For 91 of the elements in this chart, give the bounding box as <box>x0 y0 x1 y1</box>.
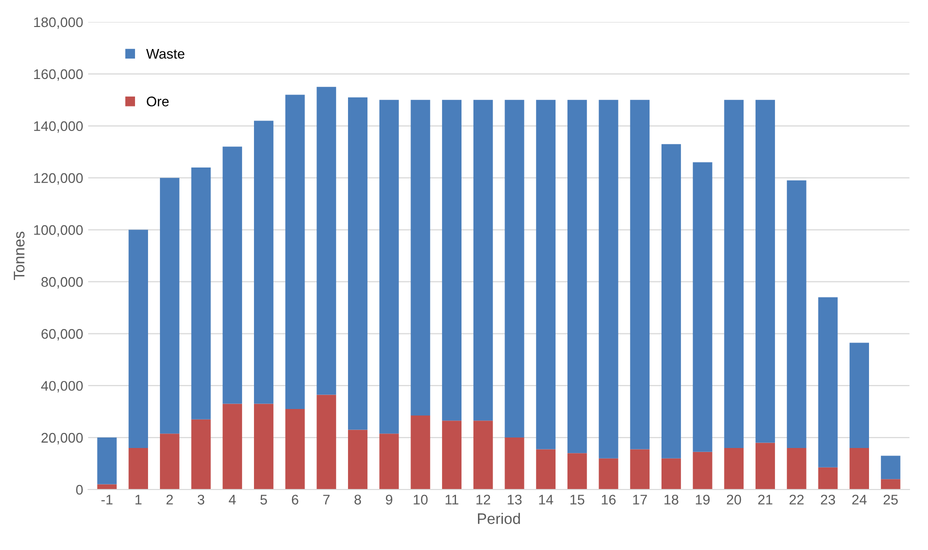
x-tick-label: 6 <box>292 494 298 505</box>
x-tick-label: 25 <box>884 494 898 505</box>
bar <box>160 434 180 490</box>
bar <box>818 297 838 468</box>
y-tick-label: 100,000 <box>34 225 83 237</box>
x-tick-label: 3 <box>198 494 204 505</box>
x-tick-label: 11 <box>446 494 458 504</box>
bar <box>818 467 838 490</box>
bar <box>442 100 462 421</box>
bar <box>379 434 399 490</box>
bar <box>410 415 430 490</box>
bar <box>410 100 430 416</box>
bar <box>379 100 399 434</box>
bar <box>567 453 587 490</box>
y-tick-label: 180,000 <box>34 17 83 29</box>
x-tick-label: 4 <box>228 494 236 504</box>
y-tick-label: 120,000 <box>34 173 83 185</box>
x-tick-label: 18 <box>664 494 678 505</box>
y-tick-label: 40,000 <box>41 380 83 392</box>
bar <box>880 479 900 490</box>
bar <box>285 408 305 490</box>
bar <box>97 438 117 484</box>
x-tick-label: 22 <box>790 494 804 504</box>
x-tick-label: 24 <box>852 494 867 504</box>
bar <box>222 404 242 490</box>
bar <box>191 419 211 490</box>
x-tick-label: 21 <box>758 494 772 504</box>
bar <box>724 100 744 448</box>
x-tick-label: -1 <box>101 494 112 504</box>
y-tick-label: 80,000 <box>41 277 83 289</box>
y-tick-label: 20,000 <box>42 432 83 444</box>
y-tick-label: 160,000 <box>34 69 83 81</box>
bar <box>348 97 368 430</box>
x-tick-label: 5 <box>260 494 267 505</box>
bar <box>254 120 274 404</box>
y-axis-title: Tonnes <box>14 232 25 280</box>
bar <box>692 452 712 490</box>
legend-label: Ore <box>146 96 169 106</box>
bar <box>222 146 242 404</box>
bar <box>160 178 180 434</box>
y-tick-label: 0 <box>76 484 83 495</box>
bar <box>598 458 618 490</box>
bar <box>442 420 462 490</box>
x-tick-label: 13 <box>508 494 522 505</box>
x-tick-label: 17 <box>633 494 647 504</box>
bar <box>786 448 806 490</box>
x-tick-label: 20 <box>726 494 742 505</box>
x-tick-label: 10 <box>414 494 428 505</box>
bar <box>630 449 650 490</box>
x-tick-label: 8 <box>354 494 361 505</box>
bar <box>504 100 524 438</box>
bar <box>850 342 870 448</box>
bar <box>724 448 744 490</box>
bar <box>692 162 712 452</box>
bar <box>786 180 806 448</box>
bar <box>128 230 148 448</box>
bar <box>473 420 493 490</box>
x-tick-label: 1 <box>136 494 142 504</box>
bar <box>316 86 336 395</box>
x-tick-label: 19 <box>696 494 710 505</box>
x-tick-label: 15 <box>570 494 584 505</box>
bar <box>661 458 681 490</box>
bar <box>598 100 618 458</box>
x-tick-label: 2 <box>166 494 173 504</box>
bar <box>254 404 274 490</box>
bar <box>880 456 900 480</box>
bar <box>567 100 587 454</box>
bar <box>850 448 870 490</box>
bar <box>128 448 148 490</box>
bar <box>536 449 556 490</box>
legend-label: Waste <box>146 49 184 59</box>
x-axis-title: Period <box>478 512 520 524</box>
bar <box>191 167 211 420</box>
x-tick-label: 16 <box>602 494 616 505</box>
bar <box>348 430 368 490</box>
x-tick-label: 12 <box>476 494 490 504</box>
bar <box>756 442 775 490</box>
bar <box>473 100 493 421</box>
bar <box>536 100 556 450</box>
x-tick-label: 9 <box>386 494 392 505</box>
bar <box>504 438 524 490</box>
x-tick-label: 14 <box>539 494 554 504</box>
x-tick-label: 7 <box>323 494 330 504</box>
bar <box>630 100 650 450</box>
bar <box>756 100 775 443</box>
y-tick-label: 140,000 <box>34 121 83 133</box>
y-tick-label: 60,000 <box>42 329 83 340</box>
x-tick-label: 23 <box>820 494 836 505</box>
bar <box>316 394 336 490</box>
bar <box>285 94 305 409</box>
bar <box>661 144 681 458</box>
